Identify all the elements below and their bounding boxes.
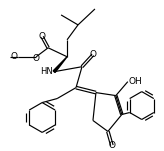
Text: HN: HN — [40, 67, 53, 76]
Text: OH: OH — [129, 77, 143, 86]
Polygon shape — [53, 57, 67, 72]
Text: O: O — [89, 50, 96, 59]
Text: O: O — [10, 52, 17, 61]
Text: O: O — [39, 32, 46, 41]
Text: O: O — [33, 54, 40, 63]
Text: O: O — [108, 141, 115, 150]
